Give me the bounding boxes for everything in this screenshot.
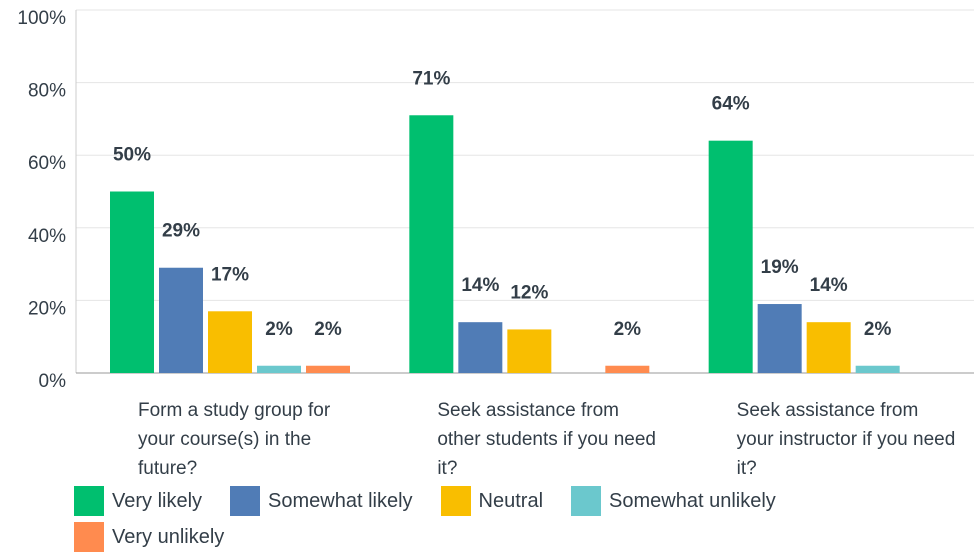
bar <box>507 329 552 373</box>
data-label: 2% <box>265 319 293 340</box>
legend-swatch <box>74 486 104 516</box>
legend-item: Very likely <box>74 486 202 516</box>
x-tick-label: Seek assistance from your instructor if … <box>736 400 956 479</box>
bar <box>708 140 753 373</box>
data-label: 71% <box>412 68 450 89</box>
y-tick-label: 0% <box>39 371 67 392</box>
bar <box>159 267 203 373</box>
bar <box>306 365 350 373</box>
data-label: 19% <box>761 257 799 278</box>
data-label: 29% <box>162 221 200 242</box>
legend-swatch <box>74 522 104 552</box>
data-label: 2% <box>614 319 642 340</box>
y-tick-label: 20% <box>28 298 66 319</box>
data-label: 12% <box>510 282 548 303</box>
data-label: 14% <box>461 275 499 296</box>
legend-swatch <box>571 486 602 516</box>
data-label: 64% <box>712 94 750 115</box>
y-tick-label: 80% <box>28 81 66 102</box>
data-label: 14% <box>810 275 848 296</box>
data-label: 2% <box>314 319 342 340</box>
legend-label: Somewhat unlikely <box>609 489 776 512</box>
legend-item: Somewhat unlikely <box>571 486 776 516</box>
data-label: 50% <box>113 145 151 166</box>
legend-label: Somewhat likely <box>268 489 413 512</box>
bar <box>458 322 503 373</box>
legend-swatch <box>230 486 261 516</box>
x-tick-label: Form a study group for your course(s) in… <box>138 400 331 479</box>
bar <box>757 304 802 373</box>
y-tick-label: 100% <box>17 8 66 29</box>
bar <box>605 365 650 373</box>
legend-item: Neutral <box>440 486 544 516</box>
data-label: 17% <box>211 264 249 285</box>
legend-item: Very unlikely <box>74 522 224 552</box>
bar <box>409 115 454 374</box>
bar <box>257 365 301 373</box>
legend-label: Neutral <box>478 489 544 512</box>
legend-item: Somewhat likely <box>230 486 413 516</box>
bar <box>806 322 851 373</box>
legend: Very likely Somewhat likely Neutral Somewha… <box>74 486 954 552</box>
y-tick-label: 60% <box>28 153 66 174</box>
data-label: 2% <box>864 319 892 340</box>
bar <box>110 191 154 373</box>
legend-label: Very unlikely <box>112 525 225 548</box>
plot: 0% 20% 40% 60% 80% 100% 50% 29% 17% 2% 2% 71% 14% 12%… <box>17 8 974 392</box>
legend-label: Very likely <box>112 489 203 512</box>
legend-swatch <box>440 486 471 516</box>
bar <box>855 365 900 373</box>
bar <box>208 311 252 373</box>
x-tick-label: Seek assistance from other students if y… <box>437 400 656 479</box>
y-tick-label: 40% <box>28 226 66 247</box>
